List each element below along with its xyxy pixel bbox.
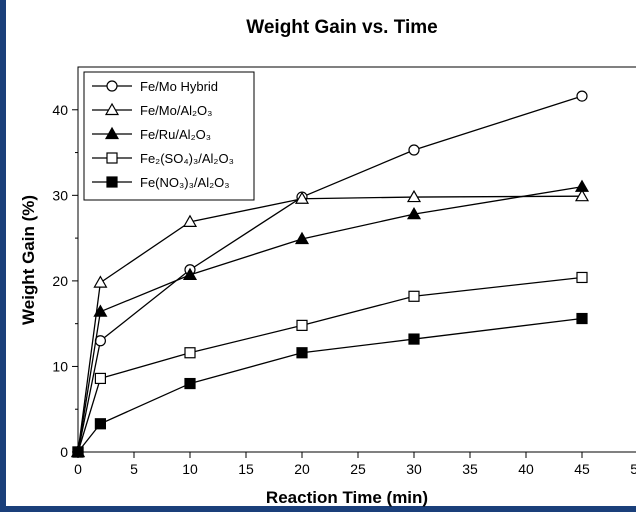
- series-4: [72, 312, 588, 458]
- legend-marker: [106, 80, 118, 92]
- x-tick-label: 35: [462, 461, 478, 477]
- legend-item: Fe/Mo/Al₂O₃: [92, 102, 212, 118]
- legend-item: Fe(NO₃)₃/Al₂O₃: [92, 175, 230, 190]
- data-point: [576, 90, 588, 102]
- data-point: [408, 144, 420, 156]
- x-tick-label: 50: [630, 461, 636, 477]
- y-axis: 0 10 20 30 40: [52, 102, 78, 460]
- legend-marker: [106, 176, 118, 188]
- x-axis-label: Reaction Time (min): [266, 488, 428, 507]
- x-tick-label: 20: [294, 461, 310, 477]
- data-point: [406, 189, 422, 203]
- x-tick-label: 40: [518, 461, 534, 477]
- chart-title: Weight Gain vs. Time: [246, 17, 437, 38]
- data-point: [184, 377, 196, 390]
- data-point: [576, 271, 588, 284]
- data-point: [182, 214, 198, 227]
- data-point: [576, 312, 588, 325]
- x-tick-label: 10: [182, 461, 198, 477]
- data-point: [406, 206, 422, 220]
- series-line: [77, 95, 583, 453]
- x-tick-label: 30: [406, 461, 422, 477]
- data-point: [294, 231, 310, 245]
- y-tick-label: 30: [52, 187, 68, 203]
- legend-label: Fe₂(SO₄)₃/Al₂O₃: [140, 151, 234, 166]
- legend: Fe/Mo Hybrid Fe/Mo/Al₂O₃ Fe/Ru/Al₂O₃ Fe₂(SO…: [83, 71, 255, 201]
- data-point: [184, 347, 196, 359]
- x-tick-label: 0: [74, 461, 82, 477]
- series-1: [70, 188, 590, 458]
- data-point: [408, 290, 420, 302]
- legend-label: Fe(NO₃)₃/Al₂O₃: [140, 175, 230, 190]
- data-point: [294, 191, 310, 204]
- legend-label: Fe/Mo Hybrid: [140, 79, 218, 94]
- series-layer: [70, 90, 590, 458]
- data-point: [94, 372, 107, 385]
- data-point: [296, 347, 308, 359]
- series-line: [77, 186, 583, 453]
- y-tick-label: 20: [52, 273, 68, 289]
- legend-item: Fe/Mo Hybrid: [92, 79, 218, 94]
- x-tick-label: 25: [350, 461, 366, 477]
- data-point: [93, 304, 108, 317]
- legend-marker: [106, 152, 118, 164]
- series-line: [77, 195, 583, 453]
- x-tick-label: 5: [130, 461, 138, 477]
- series-line: [77, 276, 583, 453]
- x-tick-label: 15: [238, 461, 254, 477]
- series-line: [77, 317, 583, 453]
- series-3: [72, 271, 588, 458]
- data-point: [574, 188, 590, 202]
- y-tick-label: 10: [52, 358, 68, 374]
- y-axis-label: Weight Gain (%): [19, 195, 38, 325]
- y-tick-label: 40: [52, 102, 68, 118]
- y-tick-label: 0: [60, 444, 68, 460]
- legend-label: Fe/Ru/Al₂O₃: [140, 127, 211, 142]
- data-point: [408, 333, 420, 345]
- legend-marker: [104, 126, 120, 140]
- series-2: [70, 179, 590, 458]
- data-point: [296, 319, 308, 331]
- legend-marker: [104, 102, 120, 116]
- data-point: [72, 446, 84, 458]
- data-point: [93, 275, 108, 288]
- legend-label: Fe/Mo/Al₂O₃: [140, 103, 212, 118]
- data-point: [94, 418, 107, 430]
- x-axis: 0 5 10 15 20 25 30 35 40 45 50: [74, 452, 636, 477]
- data-point: [574, 179, 590, 192]
- legend-item: Fe/Ru/Al₂O₃: [92, 126, 211, 142]
- data-point: [182, 267, 198, 280]
- x-tick-label: 45: [574, 461, 590, 477]
- legend-item: Fe₂(SO₄)₃/Al₂O₃: [92, 151, 234, 166]
